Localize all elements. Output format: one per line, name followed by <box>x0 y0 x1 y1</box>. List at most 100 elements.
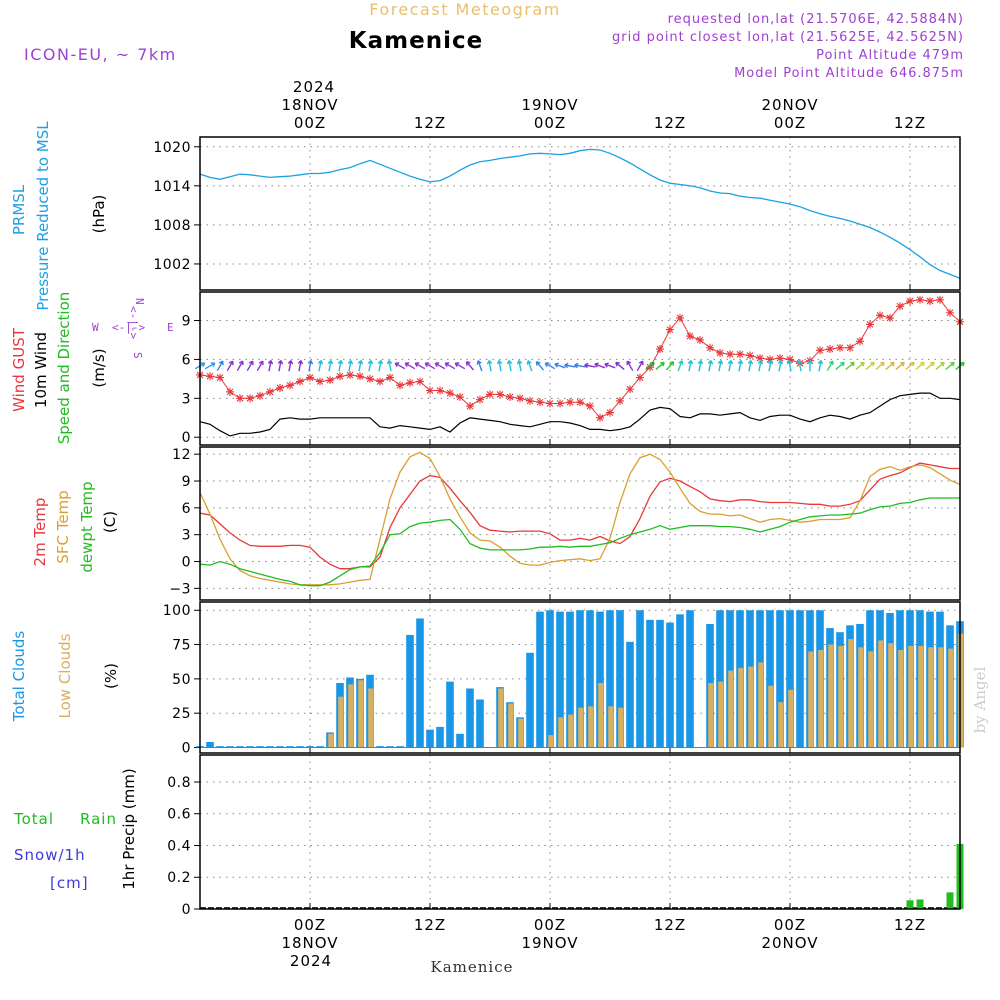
wind-arrow <box>357 360 364 372</box>
wind-arrow <box>665 361 675 371</box>
gust-marker <box>596 413 604 422</box>
top-date-label: 20NOV <box>761 96 818 114</box>
panel-wind: 0 3 6 9 <box>182 291 965 446</box>
wind-arrow <box>454 362 466 370</box>
wind-arrow <box>615 361 625 370</box>
gust-marker <box>686 332 694 341</box>
low-cloud-bar <box>908 645 914 748</box>
gust-marker <box>776 354 784 363</box>
total-cloud-bar <box>246 746 254 748</box>
panel-frame <box>199 291 961 446</box>
y-tick-label: 0.4 <box>167 838 191 854</box>
top-tick-label: 00Z <box>774 114 806 132</box>
gridpoint-coords: grid point closest lon,lat (21.5625E, 42… <box>612 30 964 45</box>
y-tick-label: 0.2 <box>167 870 191 886</box>
panel-temperature: −3 0 3 6 9 12 <box>169 446 961 601</box>
gust-marker <box>736 350 744 359</box>
low-cloud-bar <box>328 733 334 748</box>
total-cloud-bar <box>276 746 284 748</box>
label-rain: Rain <box>80 810 117 828</box>
top-tick-label: 00Z <box>534 114 566 132</box>
wind-arrow <box>935 361 945 370</box>
wind-arrow <box>236 360 244 372</box>
gust-marker <box>636 373 644 382</box>
total-cloud-bar <box>636 610 644 748</box>
y-tick-label: 0 <box>182 902 191 918</box>
gust-marker <box>576 398 584 407</box>
label-2m-temp: 2m Temp <box>31 498 49 567</box>
label-sfc-temp: SFC Temp <box>54 490 72 563</box>
panel-frame <box>199 136 961 291</box>
y-tick-label: 0 <box>182 741 191 757</box>
wind-arrow <box>655 361 665 370</box>
label-snow: Snow/1h <box>14 846 86 864</box>
panel-frame <box>199 754 961 910</box>
total-cloud-bar <box>766 610 774 748</box>
total-cloud-bar <box>616 610 624 748</box>
label-low-clouds: Low Clouds <box>56 633 74 718</box>
wind-arrow <box>404 362 416 370</box>
gust-marker <box>426 386 434 395</box>
low-cloud-bar <box>878 640 884 748</box>
gust-marker <box>216 373 224 382</box>
y-tick-label: 6 <box>182 501 191 517</box>
wind-arrow <box>707 360 714 372</box>
top-tick-label: 12Z <box>894 114 926 132</box>
wind-arrow <box>875 361 885 370</box>
gust-marker <box>436 386 444 395</box>
total-cloud-bar <box>676 614 684 748</box>
gust-marker <box>946 308 954 317</box>
wind-arrow <box>727 360 734 372</box>
y-tick-label: −3 <box>169 581 191 597</box>
panels: 10021008101410200369−3036912025507510000… <box>153 136 965 918</box>
compass-e: E <box>167 321 174 334</box>
gust-marker <box>236 394 244 403</box>
low-cloud-bar <box>618 707 624 748</box>
total-cloud-bar <box>426 729 434 748</box>
wind-arrow <box>516 360 523 372</box>
label-10m-wind: 10m Wind <box>32 332 50 408</box>
gust-marker <box>766 355 774 364</box>
gust-marker <box>666 325 674 334</box>
gust-marker <box>586 402 594 411</box>
label-speed-dir: Speed and Direction <box>55 292 73 445</box>
y-tick-label: 9 <box>182 474 191 490</box>
wind-arrow <box>925 361 935 370</box>
panel-pressure: 1002 1008 1014 1020 <box>153 136 961 291</box>
wind-arrow <box>246 360 254 372</box>
gust-marker <box>836 343 844 352</box>
total-cloud-bar <box>316 746 324 748</box>
wind-arrow <box>564 362 576 369</box>
gust-marker <box>336 372 344 381</box>
low-cloud-bar <box>348 684 354 748</box>
low-cloud-bar <box>718 681 724 748</box>
gust-marker <box>646 363 654 372</box>
low-cloud-bar <box>788 689 794 748</box>
gust-marker <box>266 387 274 396</box>
rain-bar <box>916 899 924 909</box>
panel-frame <box>199 446 961 601</box>
compass-s: S <box>131 352 144 359</box>
total-cloud-bar <box>596 611 604 748</box>
gust-marker <box>846 343 854 352</box>
total-cloud-bar <box>286 746 294 748</box>
low-cloud-bar <box>768 685 774 748</box>
gust-marker <box>556 399 564 408</box>
label-precip: 1hr Precip (mm) <box>120 768 138 889</box>
total-cloud-bar <box>586 610 594 748</box>
gust-marker <box>926 297 934 306</box>
wind-arrow <box>496 360 503 372</box>
gust-marker <box>396 381 404 390</box>
label-cm: [cm] <box>50 874 89 892</box>
low-cloud-bar <box>808 651 814 748</box>
total-cloud-bar <box>216 746 224 748</box>
y-tick-label: 1002 <box>153 257 191 273</box>
wind-arrow <box>697 360 704 372</box>
total-cloud-bar <box>536 611 544 748</box>
low-cloud-bar <box>358 680 364 748</box>
low-cloud-bar <box>848 639 854 748</box>
compass-vert: <-|-> <box>127 306 140 339</box>
y-tick-label: 6 <box>182 352 191 368</box>
